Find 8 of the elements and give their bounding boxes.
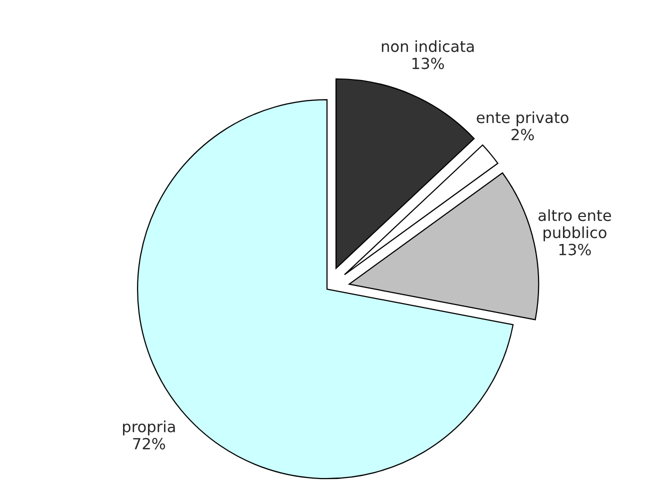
data-label: 13%	[412, 58, 444, 70]
slice-label: propria	[123, 420, 175, 436]
slice-label: non indicata	[382, 40, 474, 52]
slice-label: altro ente pubblico	[538, 209, 612, 242]
slice-label: ente privato	[476, 111, 568, 126]
data-label: 2%	[512, 128, 534, 140]
data-label: 13%	[559, 244, 591, 256]
data-label: 72%	[133, 438, 166, 450]
